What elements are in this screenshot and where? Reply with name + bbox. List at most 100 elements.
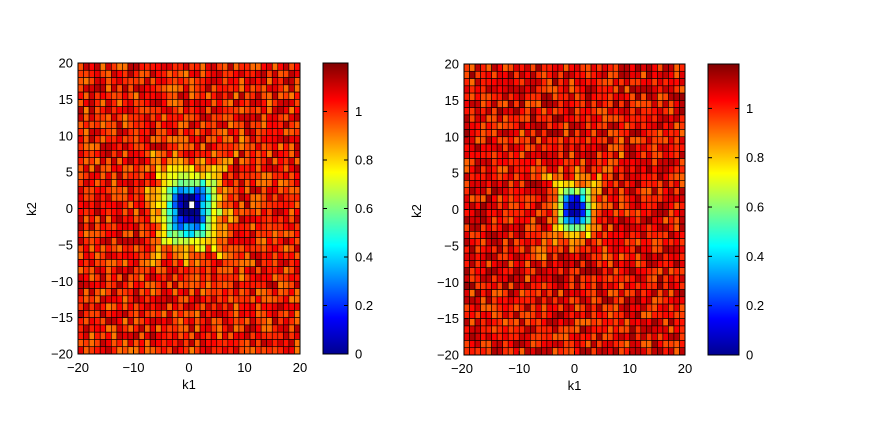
heatmap-cell [266, 193, 273, 202]
heatmap-cell [574, 267, 581, 276]
heatmap-cell [255, 251, 262, 260]
heatmap-cell [541, 216, 548, 225]
heatmap-cell [585, 303, 592, 312]
heatmap-cell [585, 158, 592, 167]
heatmap-cell [524, 92, 531, 101]
heatmap-cell [238, 91, 245, 100]
heatmap-cell [623, 296, 631, 305]
heatmap-cell [260, 208, 267, 217]
heatmap-cell [557, 289, 564, 298]
heatmap-cell [166, 317, 173, 326]
heatmap-cell [491, 70, 498, 79]
heatmap-cell [144, 273, 151, 282]
heatmap-cell [222, 186, 229, 195]
heatmap-cell [227, 106, 234, 115]
heatmap-cell [552, 151, 559, 159]
heatmap-cell [596, 187, 603, 196]
heatmap-cell [255, 310, 262, 318]
heatmap-cell [502, 100, 509, 108]
heatmap-cell [518, 216, 526, 225]
heatmap-cell [546, 165, 553, 174]
heatmap-cell [502, 289, 509, 298]
heatmap-cell [623, 238, 631, 247]
heatmap-cell [607, 151, 614, 159]
heatmap-cell [160, 288, 168, 297]
heatmap-cell [546, 340, 553, 349]
heatmap-cell [105, 266, 112, 275]
heatmap-cell [601, 70, 608, 79]
heatmap-cell [116, 259, 123, 268]
heatmap-cell [183, 215, 190, 224]
heatmap-cell [149, 99, 156, 107]
heatmap-cell [546, 92, 553, 101]
heatmap-cell [507, 121, 515, 130]
heatmap-cell [524, 180, 531, 188]
heatmap-cell [673, 121, 680, 130]
heatmap-cell [629, 194, 636, 203]
heatmap-cell [651, 231, 658, 239]
heatmap-cell [601, 201, 608, 210]
heatmap-cell [662, 107, 669, 116]
heatmap-cell [607, 78, 614, 87]
heatmap-cell [177, 273, 184, 282]
heatmap-cell [612, 216, 619, 225]
heatmap-cell [138, 251, 145, 260]
y-tick-label: −5 [444, 238, 459, 253]
heatmap-cell [183, 69, 190, 78]
heatmap-cell [116, 128, 123, 137]
heatmap-cell [222, 200, 229, 209]
colorbar-tick-label: 0.6 [355, 201, 373, 216]
heatmap-cell [94, 113, 101, 122]
heatmap-cell [502, 347, 509, 356]
heatmap-cell [535, 121, 542, 130]
heatmap-cell [172, 171, 179, 180]
heatmap-cell [502, 180, 509, 188]
heatmap-cell [634, 238, 642, 247]
heatmap-cell [634, 260, 642, 269]
heatmap-cell [210, 84, 218, 93]
heatmap-cell [277, 295, 284, 304]
heatmap-cell [277, 69, 284, 78]
heatmap-cell [149, 302, 156, 311]
heatmap-cell [541, 267, 548, 276]
heatmap-cell [673, 332, 680, 341]
heatmap-cell [491, 78, 498, 87]
heatmap-cell [155, 157, 162, 166]
heatmap-cell [535, 136, 542, 145]
heatmap-cell [601, 267, 608, 276]
heatmap-cell [463, 143, 470, 152]
heatmap-cell [634, 209, 642, 218]
heatmap-cell [634, 136, 642, 145]
heatmap-cell [529, 274, 537, 283]
heatmap-cell [155, 237, 162, 246]
heatmap-cell [277, 171, 284, 180]
heatmap-cell [596, 209, 603, 218]
heatmap-cell [116, 193, 123, 202]
heatmap-cell [183, 171, 190, 180]
heatmap-cell [557, 332, 564, 341]
heatmap-cell [249, 77, 256, 86]
heatmap-cell [502, 245, 509, 254]
heatmap-cell [244, 237, 251, 246]
heatmap-cell [557, 223, 564, 232]
heatmap-cell [244, 200, 251, 209]
heatmap-cell [463, 303, 470, 312]
heatmap-cell [255, 339, 262, 348]
heatmap-cell [557, 143, 564, 152]
heatmap-cell [205, 324, 212, 333]
heatmap-cell [524, 274, 531, 283]
heatmap-cell [227, 244, 234, 253]
heatmap-cell [485, 129, 492, 138]
heatmap-cell [149, 273, 156, 282]
heatmap-cell [557, 267, 564, 276]
heatmap-cell [623, 194, 631, 203]
heatmap-cell [99, 237, 107, 246]
heatmap-cell [166, 339, 173, 348]
heatmap-cell [623, 121, 631, 130]
heatmap-cell [657, 165, 664, 174]
heatmap-cell [249, 237, 256, 246]
heatmap-cell [160, 84, 168, 93]
heatmap-cell [623, 231, 631, 239]
heatmap-cell [634, 85, 642, 94]
heatmap-cell [535, 78, 542, 87]
